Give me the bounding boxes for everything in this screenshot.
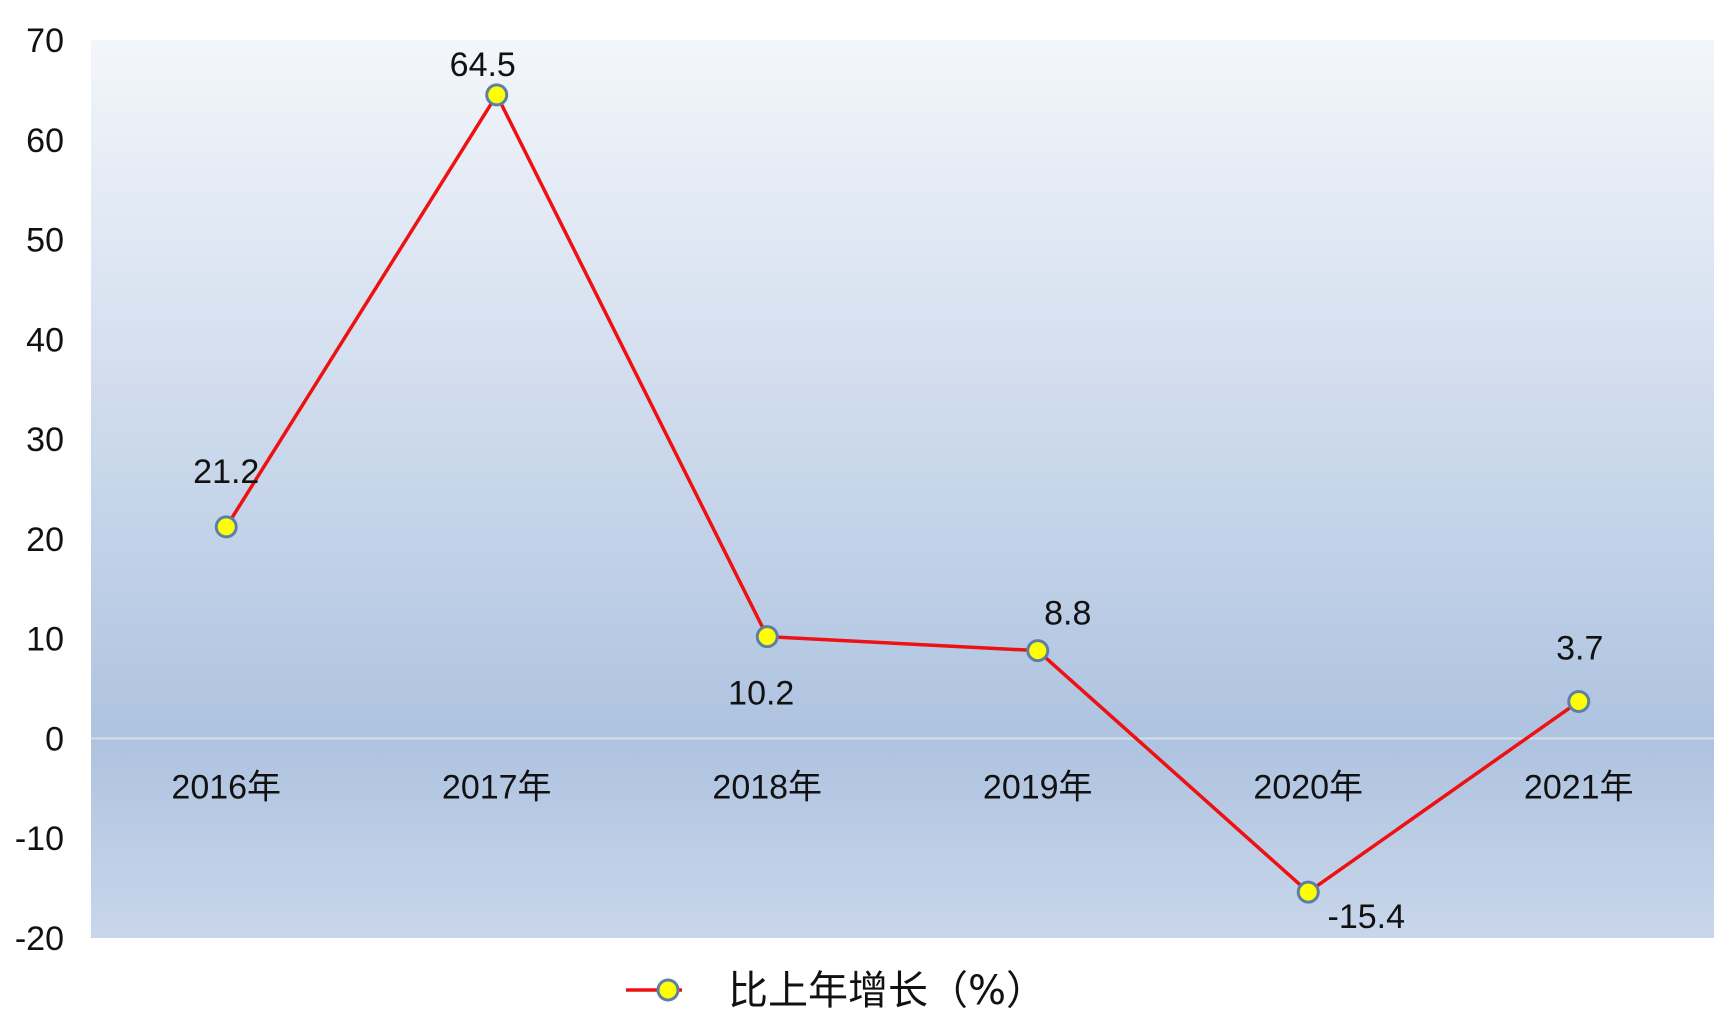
data-label: 21.2 <box>193 453 259 491</box>
x-tick-label: 2017年 <box>442 768 552 806</box>
data-labels: 21.2 64.5 10.2 8.8 -15.4 3.7 <box>193 46 1603 936</box>
x-tick-label: 2019年 <box>983 768 1093 806</box>
legend-marker-icon <box>656 978 680 1002</box>
legend: 比上年增长（%） <box>626 968 1046 1014</box>
data-label: 64.5 <box>450 46 516 84</box>
series-line <box>214 83 1591 904</box>
x-tick-label: 2020年 <box>1253 768 1363 806</box>
data-point <box>1296 880 1320 904</box>
legend-label: 比上年增长（%） <box>728 968 1046 1014</box>
data-point <box>1567 690 1591 714</box>
data-point <box>1026 639 1050 663</box>
data-label: -15.4 <box>1328 898 1406 936</box>
y-tick-label: 20 <box>26 521 64 559</box>
data-point <box>214 515 238 539</box>
y-tick-label: 50 <box>26 222 64 260</box>
data-label: 8.8 <box>1044 595 1091 633</box>
data-point <box>755 625 779 649</box>
x-tick-label: 2018年 <box>712 768 822 806</box>
series-path <box>224 93 1580 894</box>
plot-area <box>91 40 1714 938</box>
x-tick-label: 2021年 <box>1524 768 1634 806</box>
y-axis: 70 60 50 40 30 20 10 0 -10 -20 <box>15 22 64 958</box>
y-tick-label: 10 <box>26 621 64 659</box>
y-tick-label: 60 <box>26 122 64 160</box>
data-point <box>485 83 509 107</box>
x-axis: 2016年 2017年 2018年 2019年 2020年 2021年 <box>171 768 1633 806</box>
data-label: 3.7 <box>1556 630 1603 668</box>
y-tick-label: 0 <box>45 720 64 758</box>
y-tick-label: -20 <box>15 920 64 958</box>
y-tick-label: 40 <box>26 321 64 359</box>
y-tick-label: 70 <box>26 22 64 60</box>
y-tick-label: 30 <box>26 421 64 459</box>
data-label: 10.2 <box>728 675 794 713</box>
x-tick-label: 2016年 <box>171 768 281 806</box>
y-tick-label: -10 <box>15 820 64 858</box>
